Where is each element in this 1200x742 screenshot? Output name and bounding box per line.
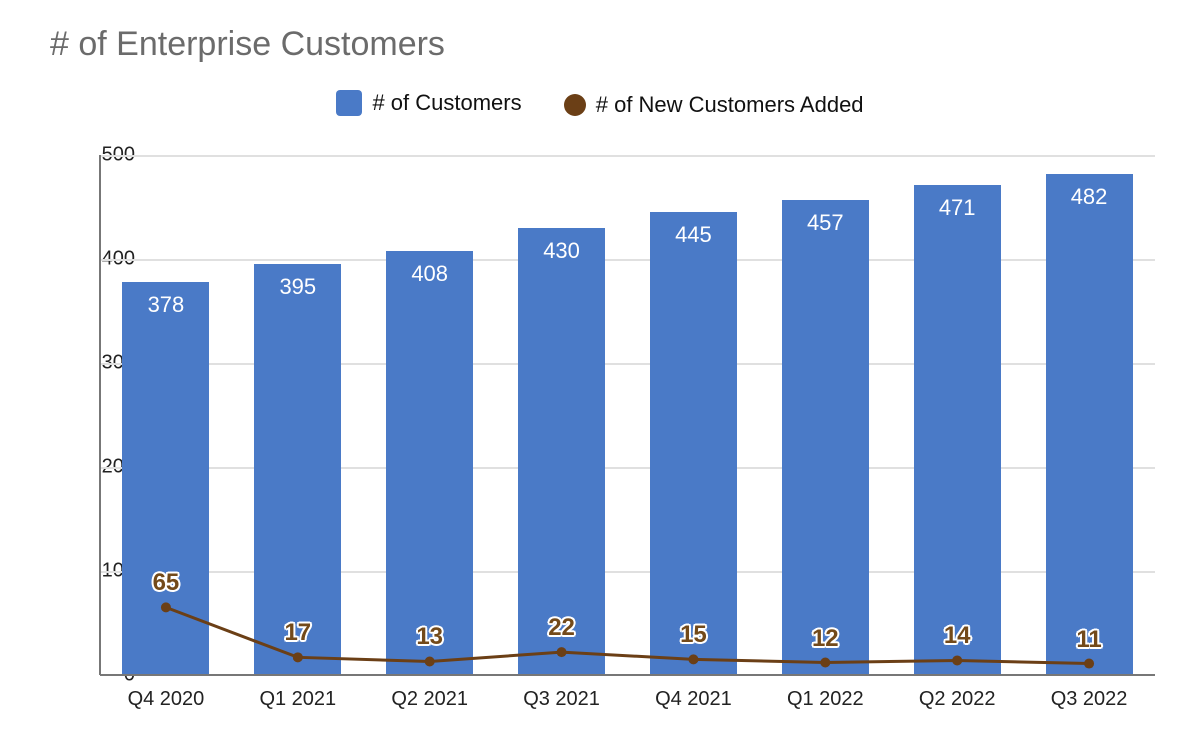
line-value-label: 13: [416, 623, 443, 651]
line-value-label: 12: [812, 625, 839, 653]
line-marker: [820, 658, 830, 668]
y-axis-line: [99, 155, 101, 675]
legend-item-customers: # of Customers: [336, 90, 521, 116]
line-marker: [161, 602, 171, 612]
line-value-label: 65: [153, 569, 180, 597]
legend-swatch-bar: [336, 90, 362, 116]
enterprise-customers-chart: # of Enterprise Customers # of Customers…: [0, 0, 1200, 742]
line-value-label: 17: [284, 619, 311, 647]
line-value-label: 15: [680, 621, 707, 649]
legend-label: # of Customers: [372, 90, 521, 116]
x-tick-label: Q3 2022: [1051, 688, 1128, 711]
x-tick-label: Q1 2022: [787, 688, 864, 711]
line-value-label: 22: [548, 614, 575, 642]
x-tick-label: Q3 2021: [523, 688, 600, 711]
line-marker: [1084, 659, 1094, 669]
chart-title: # of Enterprise Customers: [50, 25, 445, 64]
line-marker: [293, 652, 303, 662]
legend-item-new-customers: # of New Customers Added: [564, 92, 864, 118]
x-axis-line: [100, 674, 1155, 676]
x-tick-label: Q2 2022: [919, 688, 996, 711]
x-tick-label: Q4 2020: [128, 688, 205, 711]
x-tick-label: Q1 2021: [259, 688, 336, 711]
legend-swatch-dot: [564, 94, 586, 116]
line-marker: [688, 654, 698, 664]
line-marker: [952, 655, 962, 665]
legend-label: # of New Customers Added: [596, 92, 864, 118]
x-tick-label: Q4 2021: [655, 688, 732, 711]
x-tick-label: Q2 2021: [391, 688, 468, 711]
chart-legend: # of Customers # of New Customers Added: [0, 90, 1200, 122]
line-value-label: 11: [1076, 626, 1101, 654]
plot-area: 378395408430445457471482 651713221512141…: [100, 155, 1155, 675]
line-value-label: 14: [944, 622, 971, 650]
line-series-svg: [100, 155, 1155, 675]
line-marker: [425, 656, 435, 666]
line-marker: [557, 647, 567, 657]
